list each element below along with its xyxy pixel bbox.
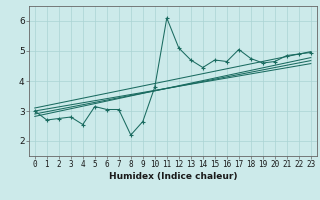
X-axis label: Humidex (Indice chaleur): Humidex (Indice chaleur) — [108, 172, 237, 181]
